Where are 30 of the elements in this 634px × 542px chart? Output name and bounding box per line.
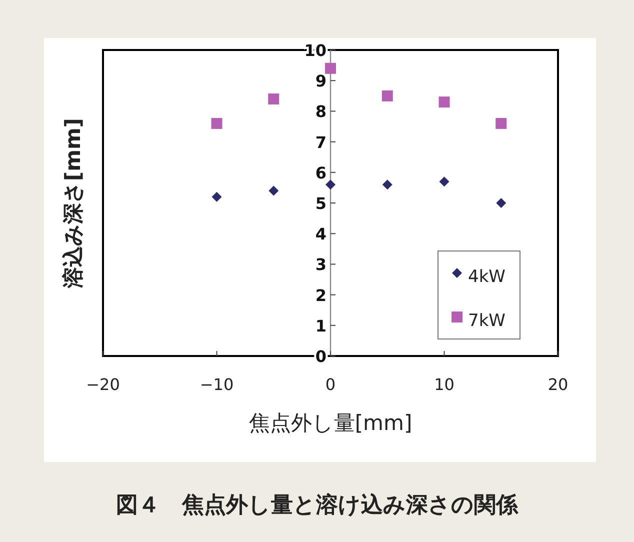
point: [212, 192, 222, 202]
x-tick-label: −10: [200, 375, 234, 394]
y-tick-label: 1: [315, 316, 326, 336]
y-tick-label: 6: [315, 163, 326, 182]
point: [439, 176, 450, 187]
legend-label: 7kW: [468, 311, 506, 331]
point: [268, 186, 279, 196]
point: [325, 62, 336, 74]
point: [496, 198, 506, 208]
y-tick-label: 3: [315, 255, 326, 274]
point: [268, 93, 280, 104]
caption: 図４ 焦点外し量と溶け込み深さの関係: [116, 492, 519, 518]
point: [211, 118, 222, 129]
point: [438, 96, 450, 108]
x-tick-label: −20: [86, 375, 120, 394]
x-tick-label: 10: [434, 375, 454, 394]
y-axis-title: 溶込み深さ[mm]: [61, 118, 85, 289]
legend-label: 4kW: [468, 267, 506, 287]
x-axis-title: 焦点外し量[mm]: [248, 411, 412, 435]
point: [382, 180, 392, 190]
point: [496, 118, 507, 129]
point: [326, 180, 336, 190]
point: [382, 90, 393, 102]
y-tick-label: 5: [315, 194, 326, 213]
y-tick-label: 4: [315, 224, 326, 244]
y-tick-label: 2: [315, 286, 326, 305]
y-tick-label: 9: [315, 72, 326, 91]
y-tick-label: 7: [315, 132, 326, 152]
x-tick-label: 20: [548, 375, 568, 394]
y-tick-label: 8: [315, 102, 326, 122]
